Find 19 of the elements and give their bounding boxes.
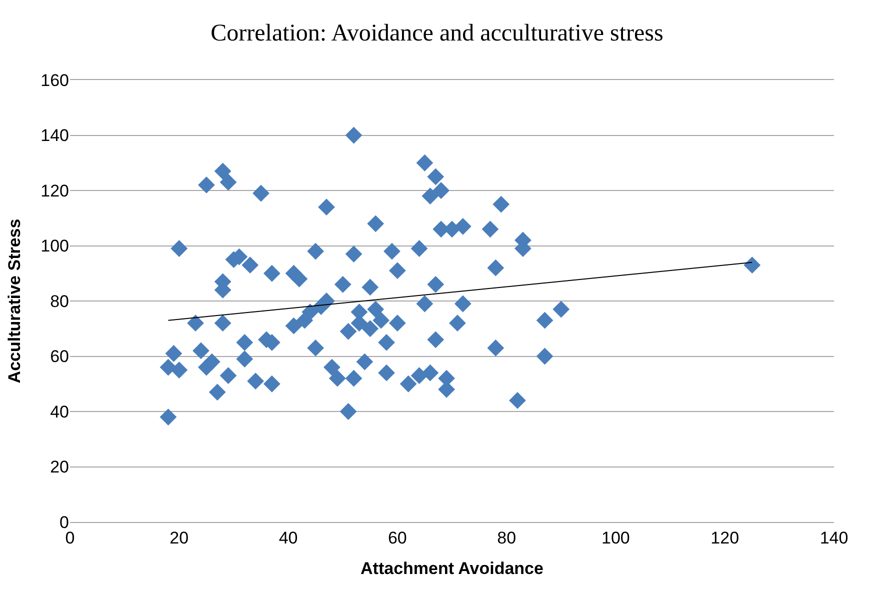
y-tick-label: 0 [60,512,69,532]
y-tick-label: 20 [50,458,69,477]
x-tick-label: 20 [170,528,189,548]
x-tick-label: 80 [497,528,516,548]
x-tick-label: 100 [602,528,630,548]
y-tick-label: 60 [50,347,69,366]
y-tick-label: 100 [40,236,69,256]
x-tick-label: 140 [820,528,848,548]
y-tick-label: 40 [50,402,69,422]
y-tick-label: 80 [50,292,69,311]
x-tick-label: 120 [710,528,740,548]
chart-title: Correlation: Avoidance and acculturative stress [210,20,664,46]
x-tick-label: 60 [388,528,407,548]
y-tick-label: 120 [40,181,69,200]
y-tick-label: 140 [40,126,69,146]
x-tick-label: 40 [278,528,298,548]
x-axis-title: Attachment Avoidance [360,558,544,578]
y-axis-title: Acculturative Stress [5,218,24,384]
y-tick-label: 160 [40,70,69,90]
